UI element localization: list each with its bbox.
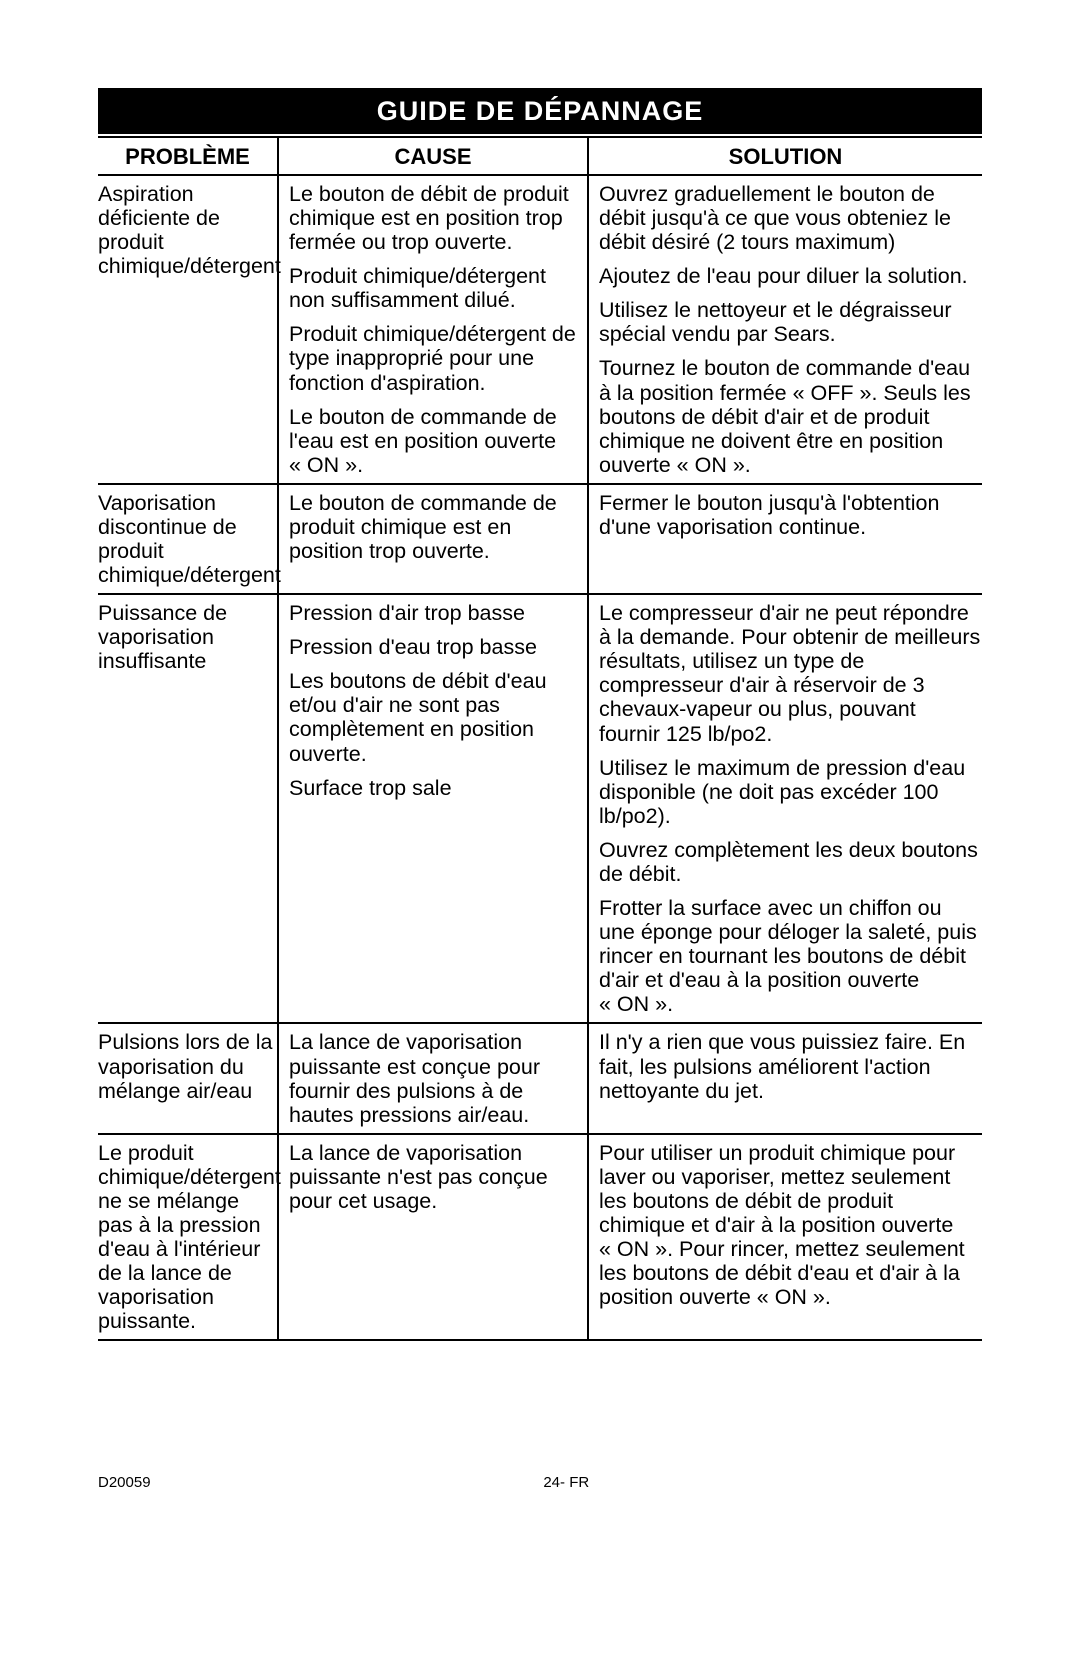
- cause-cell: La lance de vaporisation puissante est c…: [278, 1023, 588, 1133]
- col-header-problem: PROBLÈME: [98, 137, 278, 175]
- problem-cell: Puissance de vaporisation insuffisante: [98, 594, 278, 1023]
- solution-text: Ouvrez graduellement le bouton de débit …: [599, 182, 982, 264]
- solution-cell: Il n'y a rien que vous puissiez faire. E…: [588, 1023, 982, 1133]
- solution-cell: Fermer le bouton jusqu'à l'obtention d'u…: [588, 484, 982, 594]
- page-title: GUIDE DE DÉPANNAGE: [98, 88, 982, 134]
- cause-text: Le bouton de commande de l'eau est en po…: [289, 405, 577, 477]
- table-row: Vaporisation discontinue de produit chim…: [98, 484, 982, 594]
- solution-text: Le compresseur d'air ne peut répondre à …: [599, 601, 982, 755]
- solution-text: Utilisez le nettoyeur et le dégraisseur …: [599, 298, 982, 356]
- troubleshooting-table: PROBLÈME CAUSE SOLUTION Aspiration défic…: [98, 136, 982, 1341]
- solution-text: Ouvrez complètement les deux boutons de …: [599, 838, 982, 896]
- solution-text: Fermer le bouton jusqu'à l'obtention d'u…: [599, 491, 982, 539]
- problem-cell: Aspiration déficiente de produit chimiqu…: [98, 175, 278, 484]
- cause-text: Le bouton de commande de produit chimiqu…: [289, 491, 577, 563]
- document-page: GUIDE DE DÉPANNAGE PROBLÈME CAUSE SOLUTI…: [0, 0, 1080, 1669]
- solution-cell: Pour utiliser un produit chimique pour l…: [588, 1134, 982, 1341]
- solution-cell: Ouvrez graduellement le bouton de débit …: [588, 175, 982, 484]
- table-row: Aspiration déficiente de produit chimiqu…: [98, 175, 982, 484]
- table-row: Le produit chimique/détergent ne se méla…: [98, 1134, 982, 1341]
- problem-cell: Le produit chimique/détergent ne se méla…: [98, 1134, 278, 1341]
- cause-cell: La lance de vaporisation puissante n'est…: [278, 1134, 588, 1341]
- cause-cell: Pression d'air trop bassePression d'eau …: [278, 594, 588, 1023]
- cause-text: La lance de vaporisation puissante n'est…: [289, 1141, 577, 1213]
- solution-text: Utilisez le maximum de pression d'eau di…: [599, 756, 982, 838]
- col-header-cause: CAUSE: [278, 137, 588, 175]
- problem-cell: Vaporisation discontinue de produit chim…: [98, 484, 278, 594]
- solution-text: Frotter la surface avec un chiffon ou un…: [599, 896, 982, 1016]
- cause-cell: Le bouton de commande de produit chimiqu…: [278, 484, 588, 594]
- solution-text: Tournez le bouton de commande d'eau à la…: [599, 356, 982, 476]
- page-footer: D20059 24- FR: [98, 1474, 982, 1491]
- col-header-solution: SOLUTION: [588, 137, 982, 175]
- cause-text: Produit chimique/détergent non suffisamm…: [289, 264, 577, 322]
- cause-text: Pression d'air trop basse: [289, 601, 577, 635]
- problem-cell: Pulsions lors de la vaporisation du méla…: [98, 1023, 278, 1133]
- cause-text: Surface trop sale: [289, 776, 577, 800]
- cause-text: La lance de vaporisation puissante est c…: [289, 1030, 577, 1126]
- solution-cell: Le compresseur d'air ne peut répondre à …: [588, 594, 982, 1023]
- solution-text: Pour utiliser un produit chimique pour l…: [599, 1141, 982, 1310]
- cause-cell: Le bouton de débit de produit chimique e…: [278, 175, 588, 484]
- cause-text: Pression d'eau trop basse: [289, 635, 577, 669]
- table-row: Puissance de vaporisation insuffisantePr…: [98, 594, 982, 1023]
- table-row: Pulsions lors de la vaporisation du méla…: [98, 1023, 982, 1133]
- cause-text: Produit chimique/détergent de type inapp…: [289, 322, 577, 404]
- cause-text: Le bouton de débit de produit chimique e…: [289, 182, 577, 264]
- doc-number: D20059: [98, 1474, 151, 1491]
- solution-text: Il n'y a rien que vous puissiez faire. E…: [599, 1030, 982, 1102]
- page-number: 24- FR: [98, 1474, 982, 1491]
- cause-text: Les boutons de débit d'eau et/ou d'air n…: [289, 669, 577, 775]
- table-header-row: PROBLÈME CAUSE SOLUTION: [98, 137, 982, 175]
- solution-text: Ajoutez de l'eau pour diluer la solution…: [599, 264, 982, 298]
